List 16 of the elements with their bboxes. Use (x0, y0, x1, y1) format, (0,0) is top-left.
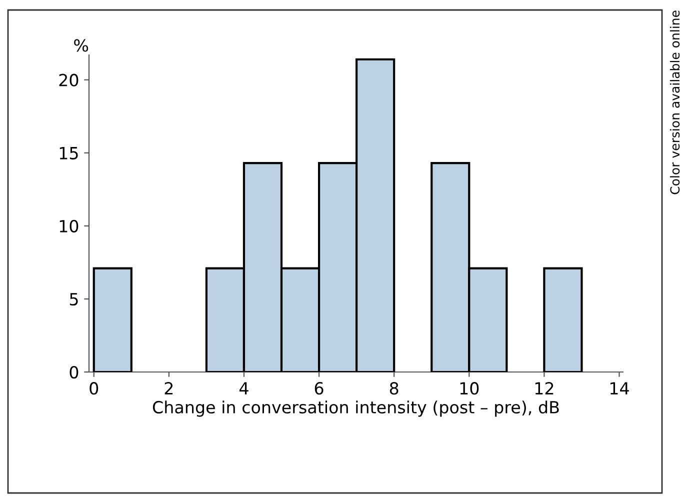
y-axis-title: % (74, 39, 88, 52)
y-tick-label: 5 (70, 293, 78, 306)
x-axis-title: Change in conversation intensity (post – pre), dB (152, 400, 559, 417)
y-tick-label: 10 (60, 220, 78, 232)
x-tick-label: 10 (460, 382, 479, 395)
y-tick-label: 20 (59, 74, 78, 86)
x-tick-label: 8 (390, 382, 398, 395)
x-tick-label: 2 (164, 382, 173, 394)
y-tick-label: 0 (70, 366, 78, 379)
x-tick-label: 6 (314, 382, 324, 395)
x-tick-label: 4 (239, 382, 248, 394)
x-tick-label: 0 (90, 382, 98, 395)
x-tick-label: 14 (610, 382, 629, 394)
text: Color version available online (670, 10, 680, 194)
x-tick-label: 12 (535, 382, 554, 394)
y-tick-label: 15 (60, 147, 78, 160)
